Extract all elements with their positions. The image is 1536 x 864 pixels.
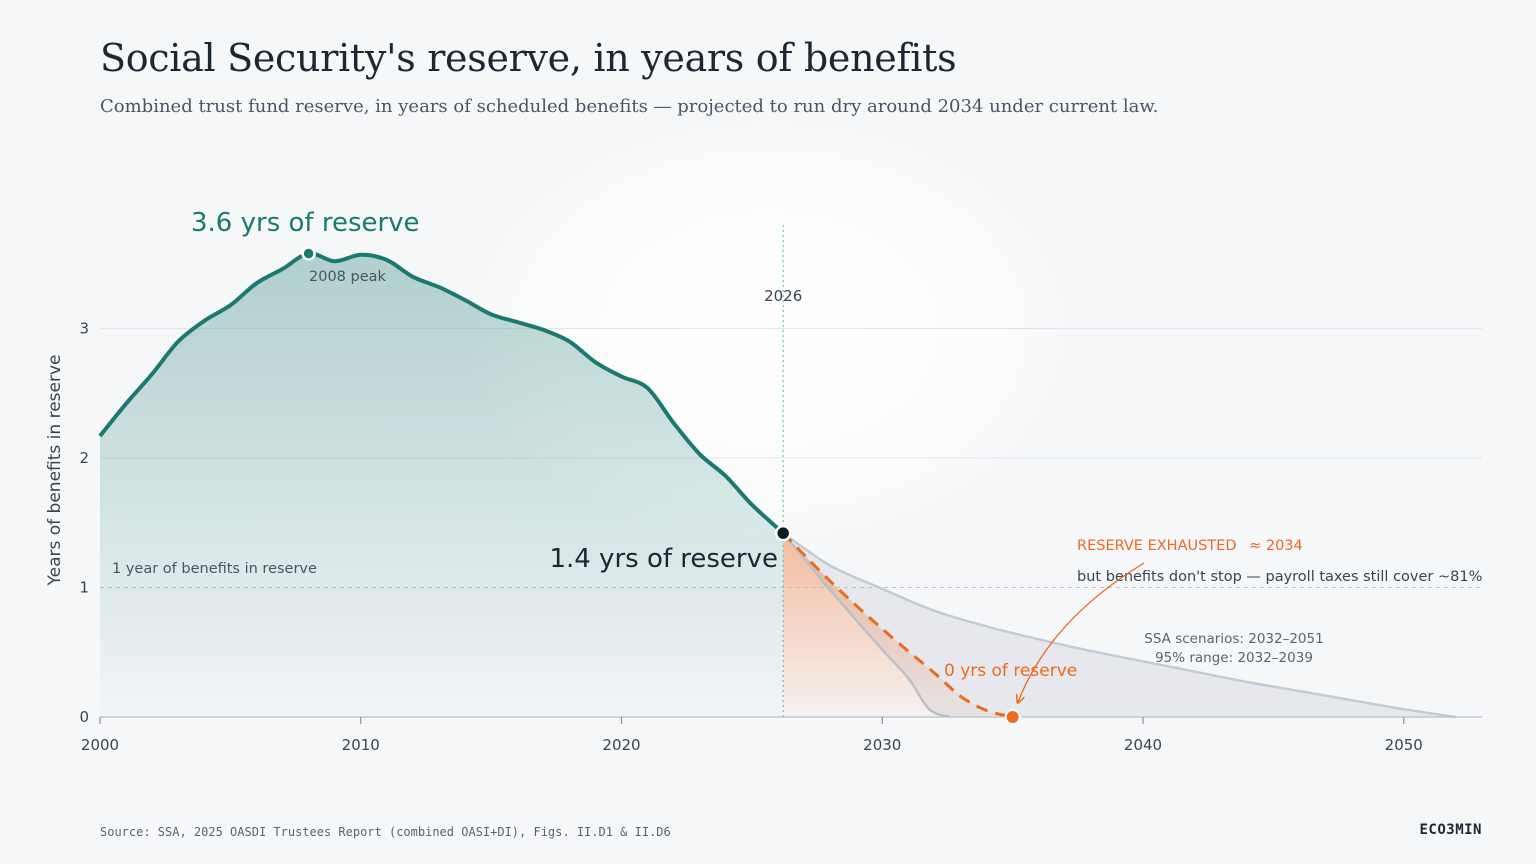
y-axis-ticks: 0 1 2 3 xyxy=(79,320,89,726)
exhausted-arrow xyxy=(1018,562,1145,702)
scenario-note-1: SSA scenarios: 2032–2051 xyxy=(1144,631,1323,647)
current-year-label: 2026 xyxy=(764,287,802,305)
exhausted-heading-text: RESERVE EXHAUSTED xyxy=(1077,538,1237,554)
peak-label: 3.6 yrs of reserve xyxy=(191,208,420,238)
peak-point xyxy=(301,246,316,261)
scenario-note-2: 95% range: 2032–2039 xyxy=(1155,650,1313,666)
x-tick-label-2020: 2020 xyxy=(602,736,640,754)
peak-note: 2008 peak xyxy=(309,269,387,285)
y-tick-label-0: 0 xyxy=(79,708,89,726)
history-area xyxy=(100,253,784,717)
scenario-band-area xyxy=(783,533,1456,717)
source-note: Source: SSA, 2025 OASDI Trustees Report … xyxy=(100,825,671,839)
projection-dashed-line xyxy=(782,532,1013,719)
exhausted-heading: RESERVE EXHAUSTED ≈ 2034 xyxy=(1077,538,1303,554)
x-tick-label-2000: 2000 xyxy=(81,736,119,754)
scenario-lower-line xyxy=(782,532,951,719)
y-axis-label: Years of benefits in reserve xyxy=(45,355,65,587)
x-tick-label-2010: 2010 xyxy=(342,736,380,754)
y-tick-label-2: 2 xyxy=(79,449,89,467)
chart-subtitle: Combined trust fund reserve, in years of… xyxy=(100,96,1159,117)
current-reserve-label: 1.4 yrs of reserve xyxy=(549,544,778,574)
exhausted-note: but benefits don't stop — payroll taxes … xyxy=(1077,569,1482,585)
exhaustion-point xyxy=(1004,709,1021,725)
y-tick-label-1: 1 xyxy=(79,579,89,597)
x-tick-label-2030: 2030 xyxy=(863,736,901,754)
x-tick-label-2050: 2050 xyxy=(1385,736,1423,754)
chart-title: Social Security's reserve, in years of b… xyxy=(100,36,957,80)
y-tick-label-3: 3 xyxy=(79,320,89,338)
exhausted-heading-year: ≈ 2034 xyxy=(1249,538,1303,554)
x-axis-ticks: 2000 2010 2020 2030 2040 2050 xyxy=(81,717,1423,754)
one-year-reference-label: 1 year of benefits in reserve xyxy=(112,561,317,577)
x-tick-label-2040: 2040 xyxy=(1124,736,1162,754)
projection-area xyxy=(783,533,1013,717)
brand-logo: ECO3MIN xyxy=(1419,822,1482,838)
exhaustion-label: 0 yrs of reserve xyxy=(944,661,1077,681)
scenario-upper-line xyxy=(782,532,1457,719)
history-line xyxy=(98,251,785,535)
current-point xyxy=(774,524,792,542)
